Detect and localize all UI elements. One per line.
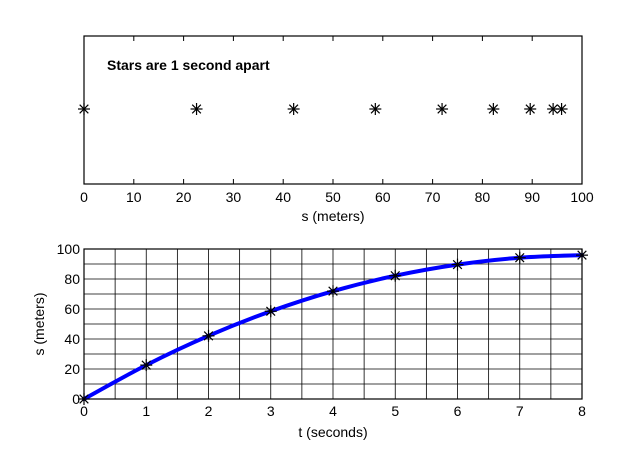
bottom-y-tick-label: 40 (64, 331, 80, 347)
bottom-y-tick-labels: 0 20 40 60 80 100 (57, 241, 81, 407)
bottom-x-tick-label: 0 (80, 403, 88, 419)
top-x-tick-label: 0 (80, 189, 88, 205)
bottom-marks (78, 249, 588, 405)
bottom-y-tick-label: 100 (57, 241, 81, 257)
star-marker (555, 103, 568, 115)
bottom-x-tick-label: 4 (329, 403, 337, 419)
data-point-marker (78, 393, 90, 405)
top-x-tick-label: 40 (275, 189, 291, 205)
bottom-y-tick-label: 80 (64, 271, 80, 287)
top-x-tick-label: 10 (126, 189, 142, 205)
bottom-x-tick-label: 2 (205, 403, 213, 419)
top-x-tick-label: 70 (425, 189, 441, 205)
bottom-y-tick-label: 0 (72, 391, 80, 407)
star-marker (78, 103, 90, 115)
star-marker (287, 103, 300, 115)
data-point-marker (202, 329, 215, 342)
top-plot: Stars are 1 second apart 0 10 20 30 40 50 60 70… (78, 35, 594, 224)
star-marker (487, 103, 500, 115)
bottom-x-axis-label: t (seconds) (298, 424, 367, 440)
data-point-marker (327, 285, 339, 298)
star-marker (369, 103, 382, 115)
star-marker (547, 103, 560, 115)
top-x-tick-label: 90 (524, 189, 540, 205)
data-point-marker (389, 269, 402, 282)
data-point-marker (140, 359, 153, 372)
bottom-x-tick-label: 7 (516, 403, 524, 419)
bottom-x-tick-label: 8 (578, 403, 586, 419)
bottom-y-axis-label: s (meters) (31, 293, 47, 356)
bottom-y-tick-label: 60 (64, 301, 80, 317)
data-point-marker (264, 305, 277, 318)
data-point-marker (576, 249, 588, 262)
top-x-tick-label: 30 (226, 189, 242, 205)
bottom-plot: 0 1 2 3 4 5 6 7 8 0 20 40 60 80 100 t (seconds) s (me… (31, 241, 588, 440)
bottom-y-tick-label: 20 (64, 361, 80, 377)
series-line (82, 253, 584, 401)
bottom-x-tick-label: 1 (142, 403, 150, 419)
top-x-axis-label: s (meters) (302, 208, 365, 224)
bottom-x-tick-labels: 0 1 2 3 4 5 6 7 8 (80, 403, 586, 419)
top-marks (78, 103, 568, 115)
top-x-tick-label: 100 (570, 189, 594, 205)
bottom-x-tick-label: 3 (267, 403, 275, 419)
data-point-marker (513, 251, 526, 264)
top-x-tick-label: 80 (475, 189, 491, 205)
top-tick-labels: 0 10 20 30 40 50 60 70 80 90 100 (80, 189, 594, 205)
bottom-x-tick-label: 6 (454, 403, 462, 419)
top-annotation: Stars are 1 second apart (107, 57, 270, 73)
top-x-tick-label: 50 (325, 189, 341, 205)
top-ticks (83, 36, 583, 184)
star-marker (436, 103, 449, 115)
star-marker (524, 103, 537, 115)
top-x-tick-label: 60 (375, 189, 391, 205)
bottom-x-tick-label: 5 (391, 403, 399, 419)
bottom-plot-frame (83, 248, 583, 400)
top-plot-frame (83, 35, 583, 185)
data-point-marker (451, 258, 464, 271)
star-marker (190, 103, 203, 115)
top-x-tick-label: 20 (176, 189, 192, 205)
